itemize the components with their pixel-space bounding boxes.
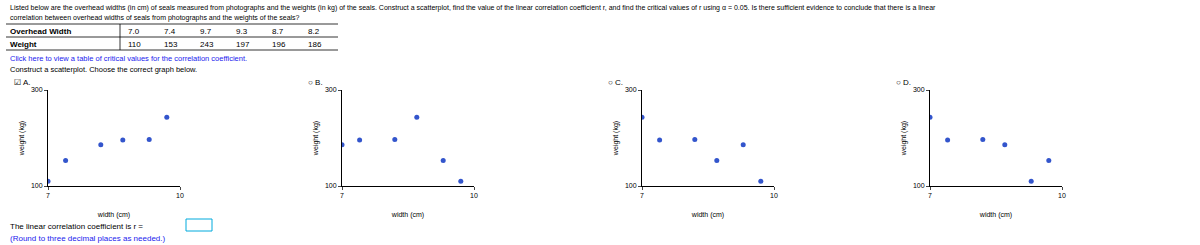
svg-text:Construct a scatterplot. Choos: Construct a scatterplot. Choose the corr… <box>10 65 197 74</box>
svg-text:9.7: 9.7 <box>200 27 212 36</box>
svg-text:weight (kg): weight (kg) <box>612 121 620 156</box>
svg-text:10: 10 <box>770 192 778 199</box>
svg-text:196: 196 <box>272 40 286 49</box>
svg-text:100: 100 <box>325 182 337 189</box>
svg-text:7.0: 7.0 <box>128 27 140 36</box>
svg-text:300: 300 <box>325 86 337 93</box>
svg-text:7.4: 7.4 <box>164 27 176 36</box>
svg-text:300: 300 <box>31 86 43 93</box>
svg-text:10: 10 <box>1058 192 1066 199</box>
svg-text:width (cm): width (cm) <box>979 211 1012 219</box>
svg-text:○ B.: ○ B. <box>308 78 323 87</box>
svg-text:7: 7 <box>928 192 932 199</box>
svg-text:☑ A.: ☑ A. <box>14 78 31 87</box>
svg-text:The linear correlation coeffic: The linear correlation coefficient is r … <box>10 222 143 231</box>
svg-text:100: 100 <box>625 182 637 189</box>
svg-text:Listed below are the overhead: Listed below are the overhead widths (in… <box>10 4 936 12</box>
svg-text:9.3: 9.3 <box>236 27 248 36</box>
svg-text:Click here to view a table of: Click here to view a table of critical v… <box>10 54 247 63</box>
svg-text:110: 110 <box>128 40 141 49</box>
svg-text:100: 100 <box>913 182 925 189</box>
svg-text:153: 153 <box>164 40 178 49</box>
svg-text:197: 197 <box>236 40 250 49</box>
svg-text:10: 10 <box>176 192 184 199</box>
svg-text:○ C.: ○ C. <box>608 78 623 87</box>
svg-text:width (cm): width (cm) <box>97 211 130 219</box>
svg-text:Overhead Width: Overhead Width <box>10 27 71 36</box>
svg-text:(Round to three decimal places: (Round to three decimal places as needed… <box>10 234 166 243</box>
svg-text:243: 243 <box>200 40 214 49</box>
svg-text:10: 10 <box>470 192 478 199</box>
svg-text:Weight: Weight <box>10 40 37 49</box>
svg-text:weight (kg): weight (kg) <box>18 121 26 156</box>
svg-text:correlation between overhead w: correlation between overhead widths of s… <box>10 14 300 22</box>
svg-text:8.7: 8.7 <box>272 27 284 36</box>
svg-text:300: 300 <box>913 86 925 93</box>
svg-text:100: 100 <box>31 182 43 189</box>
svg-text:7: 7 <box>46 192 50 199</box>
svg-text:300: 300 <box>625 86 637 93</box>
svg-text:186: 186 <box>308 40 322 49</box>
svg-text:width (cm): width (cm) <box>691 211 724 219</box>
svg-text:weight (kg): weight (kg) <box>312 121 320 156</box>
svg-text:8.2: 8.2 <box>308 27 320 36</box>
svg-text:weight (kg): weight (kg) <box>900 121 908 156</box>
svg-text:7: 7 <box>640 192 644 199</box>
svg-text:7: 7 <box>340 192 344 199</box>
svg-text:width (cm): width (cm) <box>391 211 424 219</box>
svg-text:○ D.: ○ D. <box>896 78 911 87</box>
